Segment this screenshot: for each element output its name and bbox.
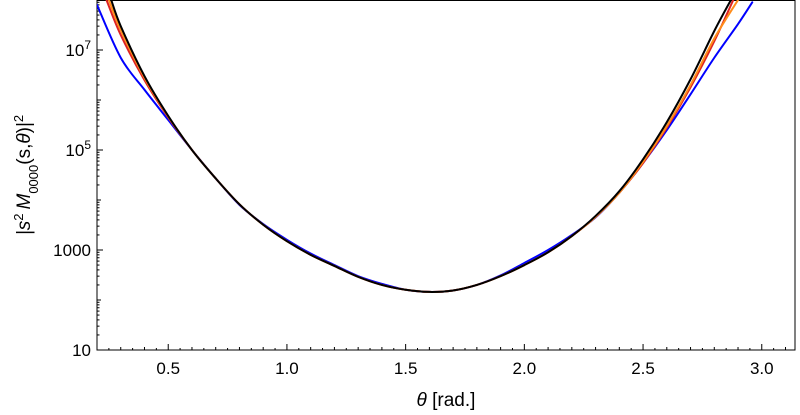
y-tick-label: 1000	[53, 241, 91, 260]
y-label-close: )|	[14, 122, 35, 133]
x-label-rest: [rad.]	[427, 390, 476, 411]
y-label-theta: θ	[14, 133, 35, 144]
x-tick-label: 1.0	[275, 359, 299, 378]
x-label-theta: θ	[417, 390, 428, 411]
x-axis-ticks: 0.5 1.0 1.5 2.0 2.5 3.0	[108, 344, 787, 378]
y-label-m: M	[14, 194, 35, 210]
series-group	[97, 0, 754, 293]
y-axis-ticks: 10 1000 105 107	[53, 1, 103, 360]
y-label-s-exp: 2	[11, 214, 26, 221]
series-line-4	[110, 0, 732, 293]
x-tick-label: 2.5	[631, 359, 655, 378]
x-tick-label: 0.5	[156, 359, 180, 378]
x-tick-label: 2.0	[513, 359, 537, 378]
y-label-outer-exp: 2	[11, 115, 26, 122]
plot-frame	[96, 0, 796, 351]
x-axis-label: θ [rad.]	[417, 390, 476, 411]
y-label-m-sub: 0000	[26, 165, 41, 194]
series-line-2	[105, 0, 735, 293]
y-label-args: (s,	[14, 144, 35, 165]
x-tick-label: 1.5	[394, 359, 418, 378]
y-tick-label: 107	[65, 38, 91, 60]
y-tick-label: 10	[72, 341, 91, 360]
x-tick-label: 3.0	[750, 359, 774, 378]
y-tick-label: 105	[65, 138, 91, 160]
y-axis-label: |s2M0000(s,θ)|2	[11, 115, 41, 235]
series-line-3	[107, 0, 740, 293]
y-label-open: |s	[14, 220, 35, 235]
